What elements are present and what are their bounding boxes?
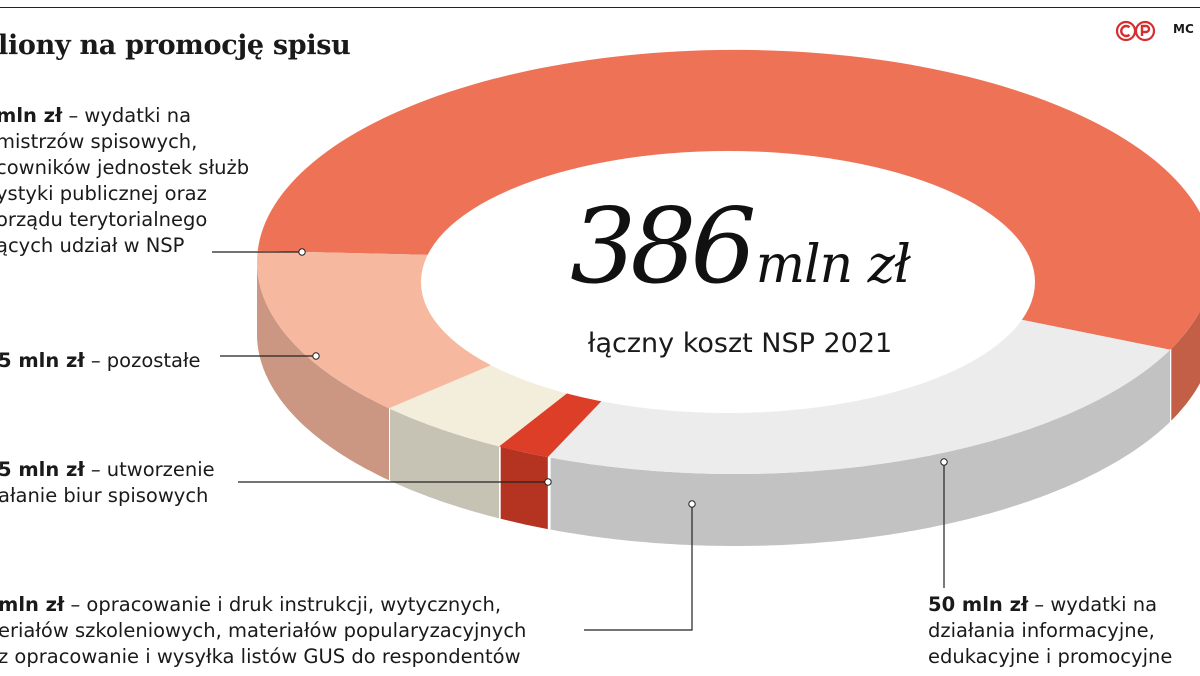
slice-1-line-3: ystyki publicznej oraz: [0, 182, 207, 205]
slice-1-line-1: mistrzów spisowych,: [0, 130, 198, 153]
author-credit: MC: [1173, 22, 1194, 36]
logo-icon: [1116, 20, 1156, 42]
slice-4-line-1: eriałów szkoleniowych, materiałów popula…: [0, 619, 527, 642]
slice-2-value: 5 mln zł: [0, 349, 85, 372]
slice-side-5: [257, 262, 389, 481]
total-caption: łączny koszt NSP 2021: [587, 328, 893, 359]
slice-label-2: 5 mln zł – pozostałe: [0, 348, 201, 374]
slice-1-line-5: ących udział w NSP: [0, 234, 185, 257]
chart-title: liony na promocję spisu: [0, 30, 351, 61]
leader-dot-1: [298, 248, 306, 256]
slice-1-text: – wydatki na: [62, 104, 192, 127]
slice-3-line-1: ałanie biur spisowych: [0, 484, 209, 507]
slice-4-line-2: z opracowanie i wysyłka listów GUS do re…: [0, 645, 521, 668]
slice-side-2: [550, 349, 1171, 546]
leader-dot-3: [544, 478, 552, 486]
total-value: 386 mln zł: [510, 185, 970, 307]
total-unit: mln zł: [755, 235, 911, 295]
donut-side-walls: [257, 262, 1200, 546]
slice-4-value: mln zł: [0, 593, 65, 616]
slice-4-text: – opracowanie i druk instrukcji, wytyczn…: [64, 593, 502, 616]
slice-label-1: mln zł – wydatki na mistrzów spisowych, …: [0, 103, 249, 259]
slice-side-1: [1171, 311, 1200, 421]
slice-1-line-2: cowników jednostek służb: [0, 156, 250, 179]
leader-dot-5: [940, 458, 948, 466]
slice-3-value: 5 mln zł: [0, 458, 85, 481]
leader-line-4: [584, 504, 693, 631]
slice-5-text: – wydatki na: [1028, 593, 1158, 616]
leader-dot-4: [688, 500, 696, 508]
slice-label-4: mln zł – opracowanie i druk instrukcji, …: [0, 592, 526, 670]
top-rule: [0, 7, 1200, 8]
slice-label-5: 50 mln zł – wydatki na działania informa…: [928, 592, 1172, 670]
leader-dot-2: [312, 352, 320, 360]
slice-2-text: – pozostałe: [84, 349, 201, 372]
slice-5-value: 50 mln zł: [928, 593, 1029, 616]
donut-hole: [421, 151, 1035, 413]
leader-lines: [212, 248, 948, 631]
slice-side-4: [390, 408, 499, 519]
slice-5-line-1: działania informacyjne,: [928, 619, 1155, 642]
total-number: 386: [570, 185, 756, 307]
slice-1-line-4: orządu terytorialnego: [0, 208, 208, 231]
slice-label-3: 5 mln zł – utworzenie ałanie biur spisow…: [0, 457, 215, 509]
slice-5-line-2: edukacyjne i promocyjne: [928, 645, 1173, 668]
slice-3-text: – utworzenie: [84, 458, 215, 481]
slice-side-3: [500, 446, 548, 530]
slice-1-value: mln zł: [0, 104, 63, 127]
